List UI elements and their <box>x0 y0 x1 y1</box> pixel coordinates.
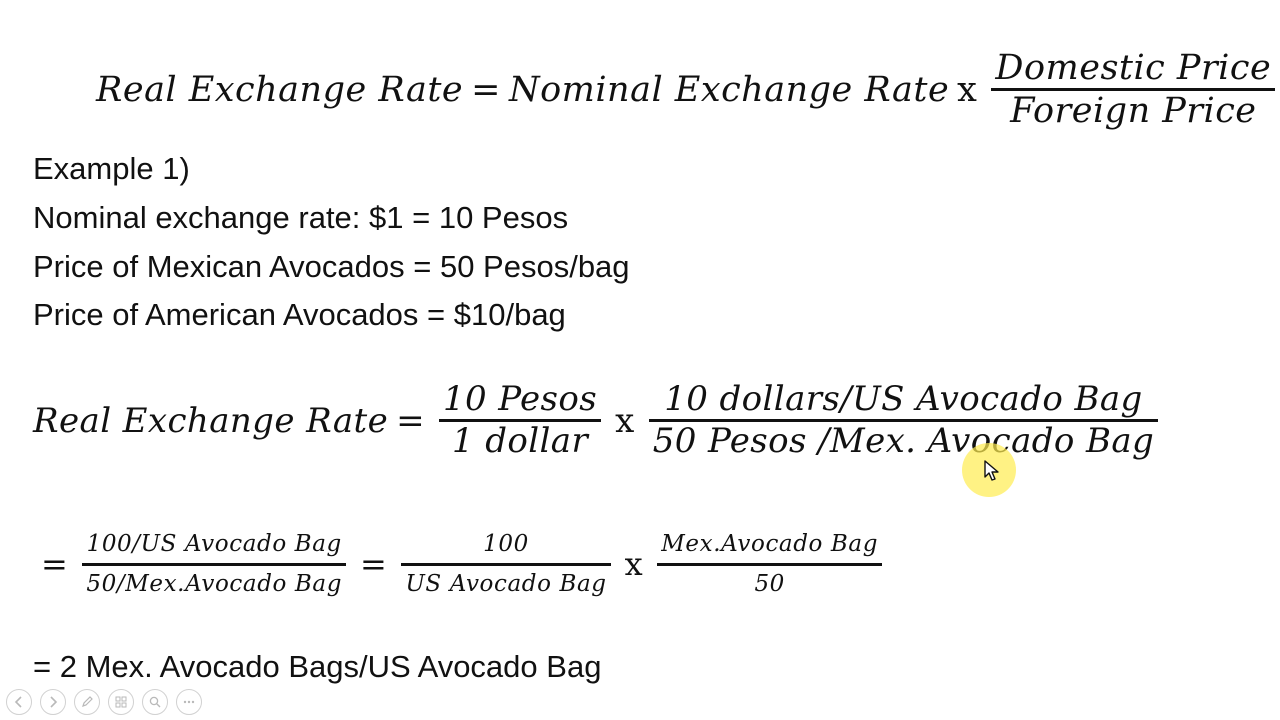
example-line-american-price: Price of American Avocados = $10/bag <box>33 297 566 332</box>
simplified-fraction-3: Mex.Avocado Bag 50 <box>657 526 883 603</box>
fraction-numerator: 10 Pesos <box>443 379 598 419</box>
fraction-bar <box>82 562 347 566</box>
calculation-equation: Real Exchange Rate = 10 Pesos 1 dollar x… <box>33 379 1164 462</box>
fraction-bar <box>401 562 611 566</box>
formula-term: Nominal Exchange Rate <box>508 69 950 110</box>
pesos-per-dollar-fraction: 10 Pesos 1 dollar <box>439 379 602 462</box>
fraction-denominator: 50/Mex.Avocado Bag <box>86 570 343 597</box>
fraction-denominator: 50 Pesos /Mex. Avocado Bag <box>652 421 1155 462</box>
domestic-price: Domestic Price <box>995 48 1272 88</box>
calculation-times: x <box>615 400 635 441</box>
see-all-slides-button[interactable] <box>108 689 134 715</box>
fraction-bar <box>648 419 1159 423</box>
fraction-denominator: 1 dollar <box>451 421 589 462</box>
fraction-denominator: 50 <box>754 570 785 597</box>
formula-price-fraction: Domestic Price Foreign Price <box>991 48 1276 132</box>
cursor-arrow-icon <box>984 460 999 481</box>
example-title: Example 1) <box>33 151 190 186</box>
result-line: = 2 Mex. Avocado Bags/US Avocado Bag <box>33 649 602 684</box>
slideshow-toolbar <box>6 689 202 715</box>
fraction-numerator: Mex.Avocado Bag <box>661 531 879 557</box>
next-slide-button[interactable] <box>40 689 66 715</box>
mouse-pointer <box>962 443 1018 499</box>
simplified-fraction-2: 100 US Avocado Bag <box>401 526 611 603</box>
next-icon <box>50 696 58 708</box>
more-options-button[interactable] <box>176 689 202 715</box>
real-exchange-rate-formula: Real Exchange Rate = Nominal Exchange Ra… <box>96 48 1280 132</box>
pen-icon <box>82 696 93 707</box>
fraction-numerator: 100 <box>483 531 529 557</box>
zoom-icon <box>149 696 161 708</box>
fraction-bar <box>439 419 602 423</box>
price-ratio-fraction: 10 dollars/US Avocado Bag 50 Pesos /Mex.… <box>648 379 1159 462</box>
formula-lhs: Real Exchange Rate <box>96 69 464 110</box>
foreign-price: Foreign Price <box>1010 91 1257 132</box>
calculation-equals: = <box>396 400 425 441</box>
pen-tool-button[interactable] <box>74 689 100 715</box>
formula-times: x <box>957 69 978 110</box>
fraction-numerator: 10 dollars/US Avocado Bag <box>664 379 1143 419</box>
more-icon <box>183 700 195 704</box>
example-line-nominal-rate: Nominal exchange rate: $1 = 10 Pesos <box>33 200 569 235</box>
simplification-equals-2: = <box>360 545 388 584</box>
fraction-bar <box>657 562 883 566</box>
simplification-times: x <box>624 545 644 584</box>
slides-icon <box>115 696 127 708</box>
zoom-button[interactable] <box>142 689 168 715</box>
previous-icon <box>14 696 22 708</box>
calculation-lhs: Real Exchange Rate <box>33 400 389 441</box>
fraction-denominator: US Avocado Bag <box>405 570 607 597</box>
example-line-mexican-price: Price of Mexican Avocados = 50 Pesos/bag <box>33 249 630 284</box>
simplification-equals: = <box>41 545 69 584</box>
fraction-bar <box>991 88 1276 92</box>
previous-slide-button[interactable] <box>6 689 32 715</box>
simplification-equation: = 100/US Avocado Bag 50/Mex.Avocado Bag … <box>33 526 888 603</box>
simplified-fraction-1: 100/US Avocado Bag 50/Mex.Avocado Bag <box>82 526 347 603</box>
formula-equals: = <box>471 69 501 110</box>
fraction-numerator: 100/US Avocado Bag <box>86 531 342 557</box>
